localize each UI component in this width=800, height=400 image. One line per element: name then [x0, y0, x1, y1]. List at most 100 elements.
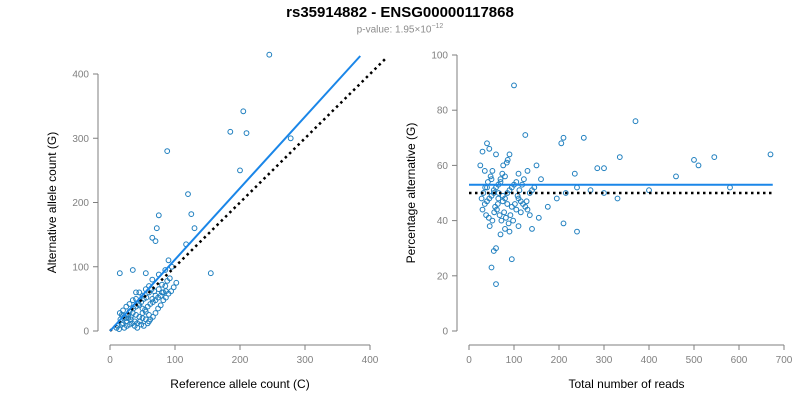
data-point [153, 225, 160, 232]
data-point [535, 214, 542, 221]
data-point [594, 165, 601, 172]
data-point [508, 203, 515, 210]
data-point [485, 179, 491, 185]
data-point [523, 198, 530, 205]
data-point [123, 303, 130, 310]
data-point [571, 170, 578, 177]
x-tick-label: 300 [297, 355, 314, 366]
data-point [240, 108, 247, 115]
data-point [491, 209, 498, 216]
data-point [517, 209, 524, 216]
data-point [502, 226, 508, 232]
data-point [266, 51, 273, 58]
data-point [146, 318, 152, 325]
x-tick-label: 0 [466, 355, 472, 366]
data-point [512, 201, 518, 207]
y-tick-label: 100 [72, 262, 89, 273]
data-point [498, 217, 505, 224]
reference-line [109, 57, 388, 332]
data-point [149, 234, 156, 241]
data-point [526, 212, 533, 219]
data-point [165, 257, 172, 264]
data-point [152, 238, 159, 245]
data-point [711, 154, 718, 161]
data-point [126, 301, 133, 307]
data-point [493, 151, 499, 158]
data-point [506, 228, 513, 235]
data-point [488, 264, 495, 271]
x-tick-label: 200 [551, 355, 568, 366]
data-point [502, 195, 508, 202]
data-point [499, 170, 506, 177]
data-point [503, 159, 510, 166]
data-point [287, 135, 294, 142]
data-point [529, 226, 535, 232]
y-tick-label: 200 [72, 198, 89, 209]
data-point [505, 220, 512, 227]
y-tick-label: 300 [72, 134, 89, 145]
data-point [524, 168, 531, 174]
data-point [134, 324, 141, 331]
data-point [580, 134, 587, 141]
y-axis-label: Percentage alternative (G) [404, 123, 418, 264]
data-point [137, 318, 143, 325]
data-point [155, 305, 162, 312]
x-tick-label: 200 [232, 355, 249, 366]
data-point [489, 168, 496, 174]
data-point [497, 176, 504, 183]
data-point [479, 148, 486, 155]
data-point [558, 140, 565, 147]
y-tick-label: 40 [437, 216, 449, 227]
data-point [237, 167, 243, 174]
data-point [511, 82, 517, 89]
data-point [503, 214, 509, 221]
data-point [149, 276, 156, 283]
data-point [521, 176, 527, 183]
data-point [152, 310, 159, 316]
x-tick-label: 500 [686, 355, 703, 366]
data-point [133, 289, 139, 296]
y-tick-label: 400 [72, 70, 89, 81]
data-point [142, 270, 149, 277]
data-point [185, 191, 191, 198]
data-point [485, 214, 492, 221]
data-point [162, 267, 169, 273]
data-point [601, 165, 607, 172]
data-point [506, 151, 513, 158]
data-point [500, 162, 507, 169]
data-point [140, 323, 147, 329]
data-point [489, 217, 496, 224]
data-point [155, 212, 162, 219]
data-point [574, 184, 580, 191]
data-point [170, 284, 177, 291]
data-point [243, 130, 250, 137]
x-tick-label: 300 [596, 355, 613, 366]
data-point [129, 267, 136, 273]
subtitle-exponent: −12 [431, 23, 444, 30]
data-point [497, 231, 504, 238]
y-tick-label: 80 [437, 106, 449, 117]
data-point [479, 206, 486, 213]
x-tick-label: 700 [776, 355, 793, 366]
x-tick-label: 0 [107, 355, 113, 366]
data-point [116, 326, 122, 333]
data-point [159, 281, 165, 288]
x-axis-label: Total number of reads [568, 377, 684, 391]
data-point [544, 203, 551, 210]
data-point [188, 211, 195, 218]
data-point [495, 195, 502, 202]
data-point [478, 195, 485, 202]
data-point [116, 270, 123, 277]
data-point [691, 157, 697, 163]
data-point [146, 312, 152, 318]
x-tick-label: 400 [641, 355, 658, 366]
data-point [127, 314, 134, 320]
data-point [515, 170, 522, 177]
data-point [191, 225, 198, 232]
data-point [488, 176, 495, 183]
fit-line [109, 55, 361, 332]
data-point [767, 151, 774, 158]
data-point [538, 176, 544, 183]
